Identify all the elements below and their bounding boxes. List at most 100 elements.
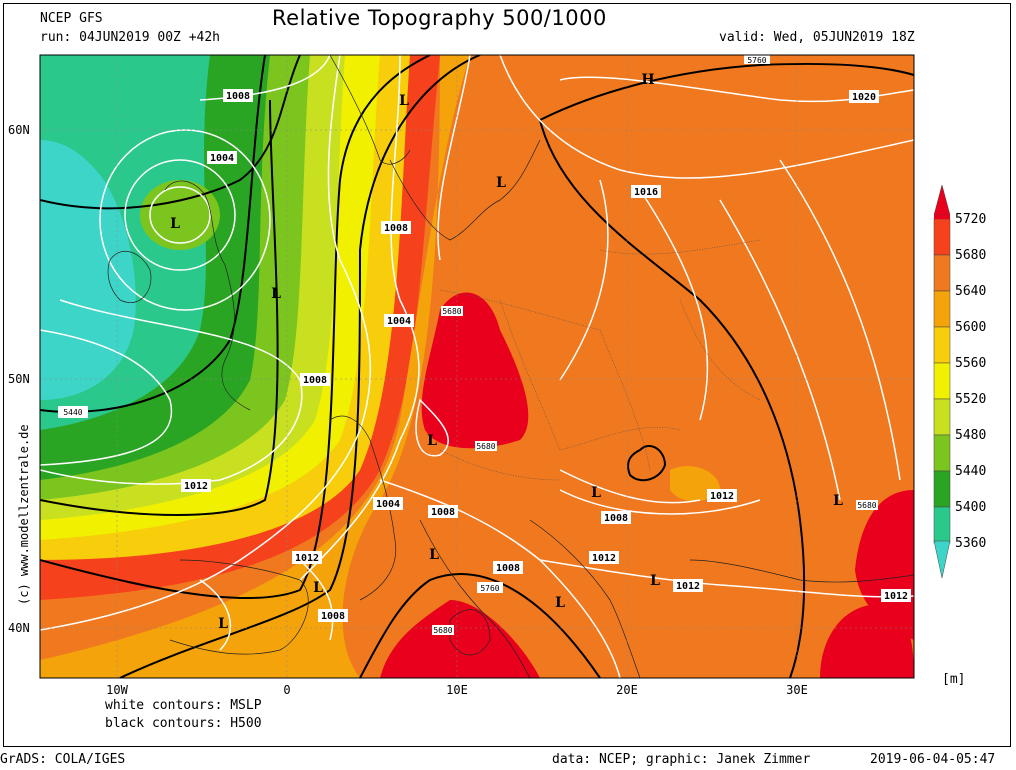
colorbar-top-arrow bbox=[933, 184, 951, 216]
colorbar-swatch bbox=[933, 434, 951, 472]
lon-label: 30E bbox=[786, 683, 808, 697]
height-label-group: 5440 5680 5680 5760 5680 5680 5760 bbox=[58, 55, 878, 635]
isobar-label-text: 1008 bbox=[431, 507, 455, 518]
isobar-label-text: 1004 bbox=[387, 316, 411, 327]
isobar-label: 1004 bbox=[207, 151, 237, 164]
warm-core-south bbox=[380, 600, 540, 678]
height-label: 5760 bbox=[744, 55, 770, 65]
low-pressure-marker: L bbox=[496, 175, 506, 191]
isobar-label: 1008 bbox=[300, 373, 330, 386]
colorbar-level: 5520 bbox=[955, 392, 986, 407]
isobar-label-text: 1008 bbox=[303, 375, 327, 386]
height-label: 5680 bbox=[441, 306, 463, 316]
warm-core-southeast bbox=[820, 605, 914, 678]
lon-label: 0 bbox=[283, 683, 290, 697]
colorbar-swatch bbox=[933, 362, 951, 400]
height-label: 5760 bbox=[477, 582, 503, 593]
isobar-label: 1012 bbox=[181, 479, 211, 492]
isobar-label-text: 1008 bbox=[226, 91, 250, 102]
isobar-label-text: 1004 bbox=[210, 153, 234, 164]
colorbar-unit: [m] bbox=[942, 672, 965, 687]
pressure-center-group: H L L L L L L L L L L L L bbox=[170, 72, 843, 632]
lat-label: 50N bbox=[8, 372, 30, 386]
isobar-label-text: 1012 bbox=[295, 553, 319, 564]
plot-frame bbox=[3, 3, 1011, 747]
colorbar-swatch bbox=[933, 326, 951, 364]
colorbar-level: 5680 bbox=[955, 248, 986, 263]
isobar-label: 1012 bbox=[292, 551, 322, 564]
isobar-label-group: 1008 1004 1008 1008 1004 1008 1012 1004 … bbox=[181, 89, 911, 622]
country-borders bbox=[439, 239, 761, 481]
low-pressure-marker: L bbox=[427, 433, 437, 449]
isobar-label-text: 1016 bbox=[634, 187, 658, 198]
valid-time: valid: Wed, 05JUN2019 18Z bbox=[719, 30, 915, 45]
height-label-text: 5760 bbox=[747, 56, 766, 65]
low-pressure-marker: L bbox=[429, 547, 439, 563]
lat-label: 60N bbox=[8, 123, 30, 137]
isobar-label: 1004 bbox=[384, 314, 414, 327]
isobar-label: 1008 bbox=[428, 505, 458, 518]
low-pressure-marker: L bbox=[218, 616, 228, 632]
warm-core-east bbox=[855, 490, 914, 640]
low-pressure-marker: L bbox=[170, 216, 180, 232]
low-pressure-marker: L bbox=[313, 580, 323, 596]
lon-label: 10W bbox=[106, 683, 128, 697]
chart-title: Relative Topography 500/1000 bbox=[272, 6, 607, 30]
colorbar-swatch bbox=[933, 218, 951, 256]
isobar-label-text: 1008 bbox=[496, 563, 520, 574]
colorbar-swatch bbox=[934, 215, 950, 219]
colorbar-bottom-arrow bbox=[933, 540, 951, 579]
colorbar-swatch bbox=[933, 470, 951, 508]
isobar-label: 1008 bbox=[493, 561, 523, 574]
colorbar-level: 5720 bbox=[955, 212, 986, 227]
lat-label: 40N bbox=[8, 621, 30, 635]
lon-label: 10E bbox=[446, 683, 468, 697]
lon-axis: 10W 0 10E 20E 30E bbox=[106, 683, 808, 697]
colorbar-level: 5480 bbox=[955, 428, 986, 443]
isobar-label-text: 1004 bbox=[376, 499, 400, 510]
isobar-label-text: 1008 bbox=[384, 223, 408, 234]
colorbar bbox=[933, 184, 951, 579]
height-label: 5680 bbox=[856, 500, 878, 510]
isobar-label-text: 1012 bbox=[710, 491, 734, 502]
low-pressure-marker: L bbox=[271, 286, 281, 302]
height-label-text: 5680 bbox=[433, 626, 452, 635]
isobar-label-text: 1020 bbox=[852, 92, 876, 103]
mslp-isobars bbox=[40, 55, 914, 678]
height-label-text: 5680 bbox=[442, 307, 461, 316]
isobar-label: 1012 bbox=[881, 589, 911, 602]
lon-label: 20E bbox=[616, 683, 638, 697]
isobar-label-text: 1012 bbox=[184, 481, 208, 492]
isobar-label: 1012 bbox=[673, 579, 703, 592]
height-label: 5680 bbox=[432, 625, 454, 635]
isobar-label: 1008 bbox=[381, 221, 411, 234]
warm-core-central bbox=[421, 292, 529, 449]
colorbar-level: 5400 bbox=[955, 500, 986, 515]
isobar-label: 1020 bbox=[849, 90, 879, 103]
isobar-label: 1012 bbox=[589, 551, 619, 564]
height-label-text: 5680 bbox=[476, 442, 495, 451]
isobar-label-text: 1012 bbox=[676, 581, 700, 592]
low-pressure-marker: L bbox=[591, 485, 601, 501]
model-name: NCEP GFS bbox=[40, 11, 103, 26]
colorbar-level: 5600 bbox=[955, 320, 986, 335]
colorbar-level: 5440 bbox=[955, 464, 986, 479]
height-label-text: 5680 bbox=[857, 501, 876, 510]
legend-white-contours: white contours: MSLP bbox=[105, 698, 262, 713]
low-pressure-marker: L bbox=[399, 93, 409, 109]
height-label-text: 5440 bbox=[63, 408, 82, 417]
colorbar-level: 5360 bbox=[955, 536, 986, 551]
colorbar-swatch bbox=[933, 254, 951, 292]
colorbar-swatch bbox=[933, 290, 951, 328]
grads-credit: GrADS: COLA/IGES bbox=[0, 752, 126, 767]
isobar-label: 1012 bbox=[707, 489, 737, 502]
field-5600 bbox=[40, 55, 470, 678]
isobar-label: 1008 bbox=[223, 89, 253, 102]
colorbar-level: 5640 bbox=[955, 284, 986, 299]
low-pressure-marker: L bbox=[650, 573, 660, 589]
data-credit: data: NCEP; graphic: Janek Zimmer bbox=[552, 752, 811, 767]
height-label-text: 5760 bbox=[480, 584, 499, 593]
low-pressure-marker: L bbox=[833, 493, 843, 509]
lat-axis: 60N 50N 40N bbox=[8, 123, 30, 635]
